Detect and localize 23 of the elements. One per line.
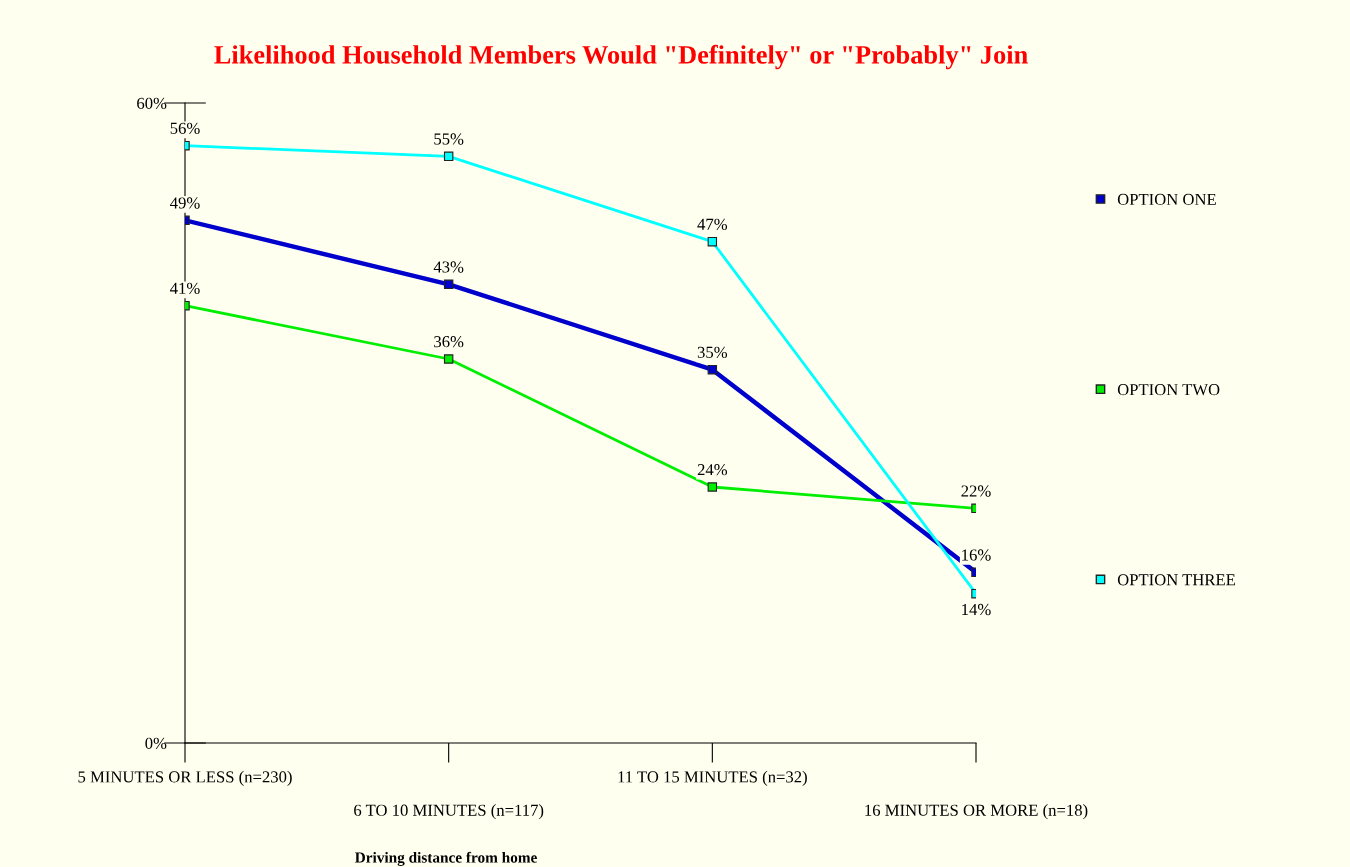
- data-label: 43%: [433, 261, 464, 273]
- legend-label: OPTION THREE: [1117, 574, 1236, 586]
- chart-title: Likelihood Household Members Would "Definitely" or "Probably" Join: [214, 44, 1028, 70]
- data-label: 55%: [434, 133, 464, 145]
- y-tick-label: 0%: [145, 737, 167, 749]
- x-tick-label: 11 TO 15 MINUTES (n=32): [618, 770, 807, 786]
- data-label: 14%: [962, 603, 991, 616]
- x-axis-title: Driving distance from home: [354, 851, 537, 866]
- legend-label: OPTION ONE: [1117, 193, 1216, 206]
- x-tick-label: 16 MINUTES OR MORE (n=18): [865, 804, 1088, 820]
- data-label: 49%: [170, 197, 200, 209]
- y-tick-label: 60%: [137, 97, 167, 109]
- x-tick-label: 5 MINUTES OR LESS (n=230): [78, 770, 292, 786]
- data-label: 22%: [961, 485, 991, 497]
- data-label: 16%: [962, 549, 991, 561]
- x-tick-label: 6 TO 10 MINUTES (n=117): [354, 804, 544, 820]
- data-label: 56%: [170, 122, 200, 134]
- data-label: 24%: [697, 464, 728, 476]
- data-label: 41%: [170, 282, 200, 294]
- data-label: 36%: [434, 336, 464, 348]
- data-label: 47%: [697, 218, 728, 230]
- data-label: 35%: [697, 346, 728, 358]
- legend-label: OPTION TWO: [1117, 384, 1220, 396]
